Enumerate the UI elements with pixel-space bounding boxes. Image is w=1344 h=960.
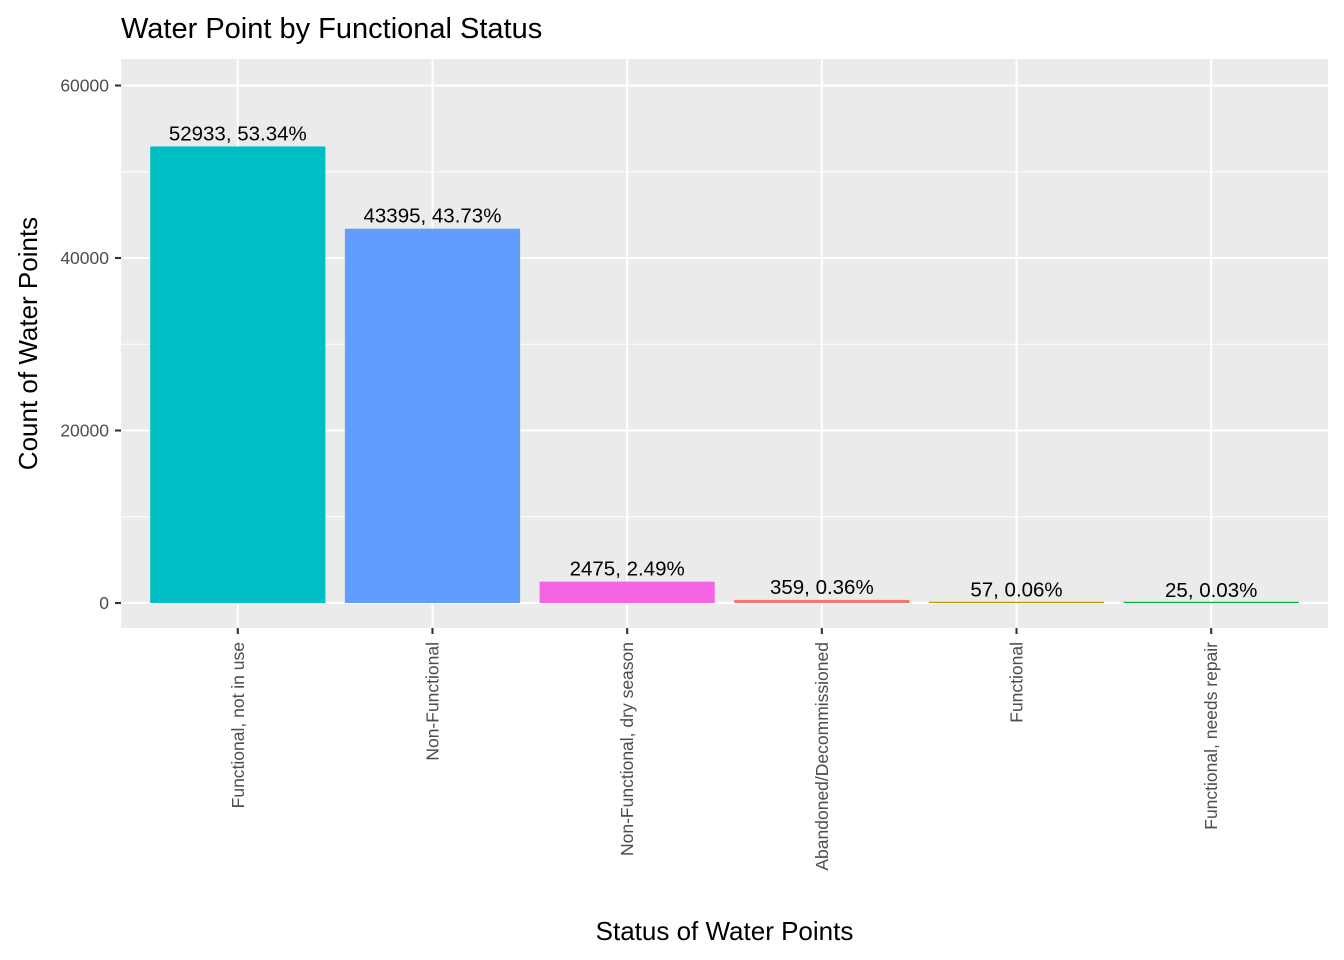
x-tick-label: Functional bbox=[1007, 642, 1027, 723]
bar bbox=[1123, 601, 1299, 603]
y-tick-label: 40000 bbox=[60, 248, 109, 268]
bar bbox=[734, 599, 910, 603]
bar-data-label: 359, 0.36% bbox=[770, 576, 874, 599]
x-tick-label: Functional, not in use bbox=[228, 642, 248, 808]
bars bbox=[150, 146, 1299, 603]
bar-data-label: 52933, 53.34% bbox=[169, 122, 307, 145]
bar-data-label: 43395, 43.73% bbox=[364, 205, 502, 228]
y-tick-label: 0 bbox=[99, 593, 109, 613]
x-tick-label: Non-Functional, dry season bbox=[617, 642, 637, 856]
x-axis: Functional, not in use Non-Functional Non-… bbox=[228, 628, 1221, 871]
x-tick-label: Functional, needs repair bbox=[1201, 642, 1221, 830]
bar-data-labels: 52933, 53.34% 43395, 43.73% 2475, 2.49% 359… bbox=[169, 122, 1258, 601]
chart-title: Water Point by Functional Status bbox=[121, 13, 542, 45]
bar-data-label: 2475, 2.49% bbox=[570, 558, 685, 581]
bar-data-label: 25, 0.03% bbox=[1165, 579, 1257, 602]
bar bbox=[928, 601, 1105, 603]
x-tick-label: Abandoned/Decommissioned bbox=[812, 642, 832, 871]
y-tick-label: 60000 bbox=[60, 76, 109, 96]
y-axis: 0 20000 40000 60000 bbox=[60, 76, 121, 613]
y-tick-label: 20000 bbox=[60, 421, 109, 441]
bar-data-label: 57, 0.06% bbox=[970, 579, 1062, 602]
bar bbox=[539, 581, 715, 603]
y-axis-title: Count of Water Points bbox=[13, 217, 43, 470]
x-tick-label: Non-Functional bbox=[422, 642, 442, 761]
bar bbox=[344, 228, 521, 603]
bar bbox=[150, 146, 326, 603]
x-axis-title: Status of Water Points bbox=[596, 916, 854, 946]
